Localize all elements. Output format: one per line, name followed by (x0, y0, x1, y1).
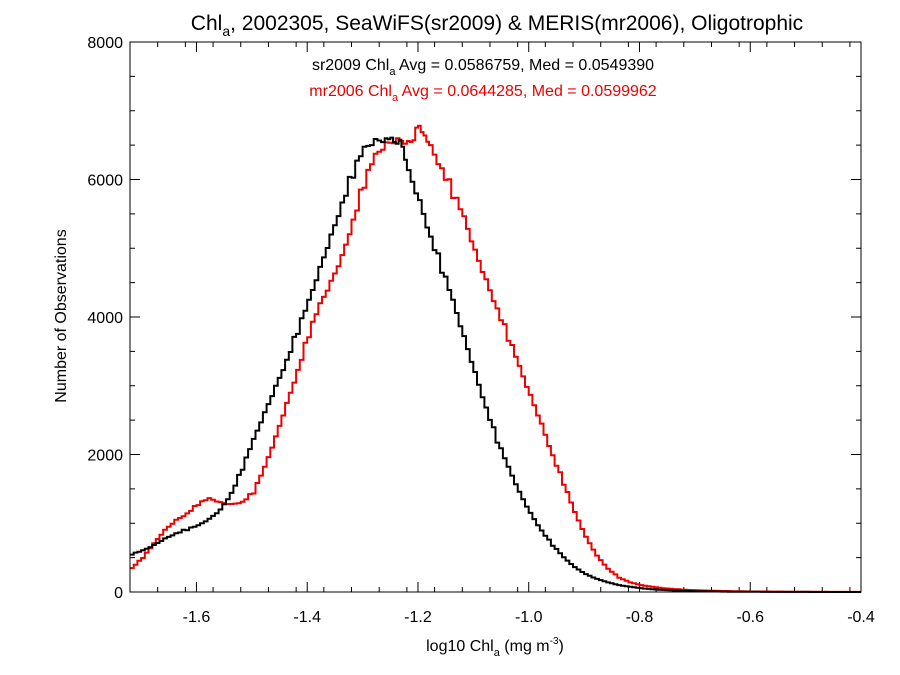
x-tick-label: -1.2 (404, 609, 432, 626)
histogram-series (130, 124, 861, 593)
annotation-sr2009-subscript: a (389, 66, 396, 78)
annotation-sr2009: sr2009 Chla Avg = 0.0586759, Med = 0.054… (312, 57, 654, 78)
y-tick-label: 0 (114, 585, 123, 602)
chart-title: Chla, 2002305, SeaWiFS(sr2009) & MERIS(m… (191, 12, 803, 39)
axis-ticks: -1.6 -1.4 -1.2 -1.0 -0.8 -0.6 -0.4 0 2000 4000 600… (87, 35, 874, 626)
annotation-mr2006-suffix: Avg = 0.0644285, Med = 0.0599962 (398, 83, 657, 100)
x-label-superscript: -3 (550, 636, 559, 647)
title-prefix: Chl (191, 12, 223, 35)
x-label-mid: (mg m (500, 638, 550, 655)
x-tick-label: -0.4 (847, 609, 875, 626)
x-label-subscript: a (494, 647, 501, 659)
y-tick-label: 6000 (87, 173, 123, 190)
x-axis-label: log10 Chla (mg m-3) (426, 636, 564, 659)
series-line-sr2009 (130, 136, 861, 593)
x-label-prefix: log10 Chl (426, 638, 494, 655)
y-axis-label: Number of Observations (53, 229, 70, 402)
annotation-mr2006: mr2006 Chla Avg = 0.0644285, Med = 0.059… (309, 83, 657, 104)
annotation-sr2009-suffix: Avg = 0.0586759, Med = 0.0549390 (395, 57, 654, 74)
plot-frame (129, 41, 862, 593)
annotation-mr2006-prefix: mr2006 Chl (309, 83, 392, 100)
series-line-mr2006 (130, 124, 861, 593)
annotation-mr2006-subscript: a (392, 92, 399, 104)
title-subscript: a (222, 23, 230, 39)
y-tick-label: 4000 (87, 310, 123, 327)
x-tick-label: -1.4 (293, 609, 321, 626)
title-suffix: , 2002305, SeaWiFS(sr2009) & MERIS(mr200… (230, 12, 803, 35)
x-tick-label: -1.0 (515, 609, 543, 626)
x-tick-label: -1.6 (183, 609, 211, 626)
y-tick-label: 8000 (87, 35, 123, 52)
y-tick-label: 2000 (87, 448, 123, 465)
x-label-suffix: ) (559, 638, 564, 655)
x-tick-label: -0.8 (626, 609, 654, 626)
annotation-sr2009-prefix: sr2009 Chl (312, 57, 389, 74)
x-tick-label: -0.6 (736, 609, 764, 626)
